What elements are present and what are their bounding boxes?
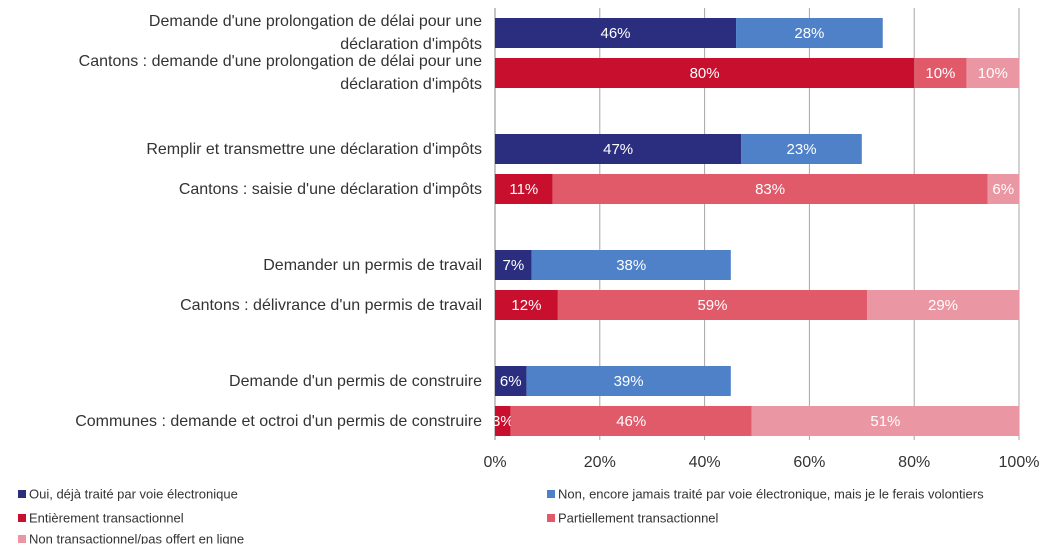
legend-swatch <box>18 514 26 522</box>
bar-segment <box>495 366 527 396</box>
category-label: Communes : demande et octroi d'un permis… <box>75 397 482 445</box>
bar-segment <box>557 290 868 320</box>
x-tick-label: 20% <box>584 454 616 471</box>
value-label: 11% <box>509 181 538 198</box>
x-tick-label: 80% <box>898 454 930 471</box>
category-label: Cantons : saisie d'une déclaration d'imp… <box>179 165 482 213</box>
bar-segment <box>495 174 553 204</box>
category-text: Communes : demande et octroi d'un permis… <box>75 412 482 430</box>
bar-segment <box>552 174 988 204</box>
category-text: Cantons : délivrance d'un permis de trav… <box>180 296 482 314</box>
legend-label: Oui, déjà traité par voie électronique <box>29 486 238 501</box>
value-label: 23% <box>787 141 817 158</box>
category-text: Demander un permis de travail <box>263 256 482 274</box>
bar-segment <box>495 290 558 320</box>
category-label: Cantons : délivrance d'un permis de trav… <box>180 281 482 329</box>
x-tick-label: 60% <box>793 454 825 471</box>
category-text: Demande d'un permis de construire <box>229 372 482 390</box>
bar-segment <box>495 406 511 436</box>
legend-label: Partiellement transactionnel <box>558 510 719 525</box>
category-text: Remplir et transmettre une déclaration d… <box>146 140 482 158</box>
value-label: 3% <box>492 413 514 430</box>
bar-segment <box>495 250 532 280</box>
value-label: 7% <box>502 257 524 274</box>
legend-swatch <box>18 490 26 498</box>
bar-segment <box>495 58 915 88</box>
value-label: 46% <box>616 413 646 430</box>
value-label: 6% <box>992 181 1014 198</box>
category-text: Demande d'une prolongation de délai pour… <box>148 13 482 53</box>
category-label: Cantons : demande d'une prolongation de … <box>7 49 482 97</box>
bar-segment <box>867 290 1019 320</box>
value-label: 10% <box>925 65 955 82</box>
value-label: 38% <box>616 257 646 274</box>
category-text: Cantons : demande d'une prolongation de … <box>78 53 482 93</box>
value-label: 80% <box>690 65 720 82</box>
legend-label: Non transactionnel/pas offert en ligne <box>29 531 244 544</box>
bar-segment <box>741 134 862 164</box>
legend-label: Non, encore jamais traité par voie élect… <box>558 486 984 501</box>
category-label: Demande d'un permis de construire <box>229 357 482 405</box>
value-label: 29% <box>928 297 958 314</box>
value-label: 59% <box>697 297 727 314</box>
value-label: 83% <box>755 181 785 198</box>
bar-segment <box>966 58 1019 88</box>
value-label: 10% <box>978 65 1008 82</box>
value-label: 12% <box>511 297 541 314</box>
bar-segment <box>531 250 731 280</box>
value-label: 6% <box>500 373 522 390</box>
bar-segment <box>510 406 752 436</box>
category-label: Demande d'une prolongation de délai pour… <box>82 9 482 57</box>
x-tick-label: 100% <box>999 454 1040 471</box>
legend-label: Entièrement transactionnel <box>29 510 184 525</box>
value-label: 28% <box>794 25 824 42</box>
bar-segment <box>751 406 1019 436</box>
bar-segment <box>736 18 883 48</box>
legend-swatch <box>547 490 555 498</box>
legend-swatch <box>547 514 555 522</box>
category-label: Demander un permis de travail <box>263 241 482 289</box>
value-label: 46% <box>601 25 631 42</box>
bar-segment <box>987 174 1019 204</box>
value-label: 47% <box>603 141 633 158</box>
bar-segment <box>914 58 967 88</box>
x-tick-label: 0% <box>483 454 506 471</box>
category-label: Remplir et transmettre une déclaration d… <box>146 125 482 173</box>
bar-segment <box>495 134 742 164</box>
value-label: 39% <box>614 373 644 390</box>
category-text: Cantons : saisie d'une déclaration d'imp… <box>178 180 482 198</box>
value-label: 51% <box>870 413 900 430</box>
legend-swatch <box>18 535 26 543</box>
bar-segment <box>495 18 737 48</box>
x-tick-label: 40% <box>689 454 721 471</box>
bar-segment <box>526 366 731 396</box>
